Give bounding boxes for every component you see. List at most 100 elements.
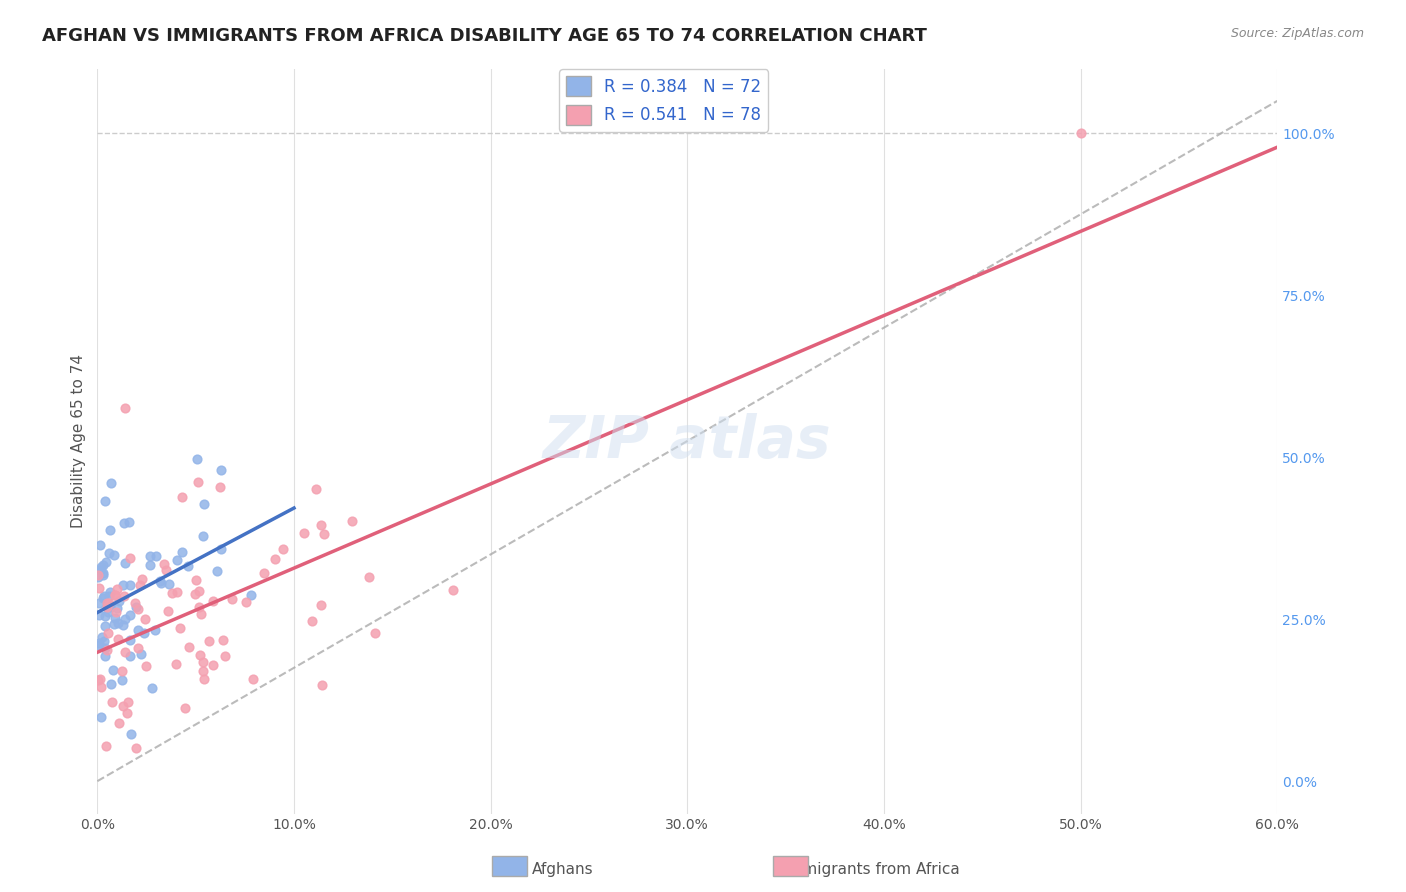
Point: [103, 617, 125, 632]
Point: [96, 600, 118, 615]
Point: [90, 559, 112, 574]
Point: [87, 582, 110, 596]
Point: [101, 695, 124, 709]
Point: [87, 673, 110, 688]
Point: [202, 594, 225, 608]
Point: [124, 596, 146, 610]
Point: [170, 490, 193, 504]
Point: [104, 588, 127, 602]
Point: [107, 616, 129, 631]
Point: [127, 602, 149, 616]
Text: Source: ZipAtlas.com: Source: ZipAtlas.com: [1230, 27, 1364, 40]
Point: [89, 538, 111, 552]
Point: [197, 633, 219, 648]
Point: [311, 677, 333, 691]
Point: [364, 626, 387, 640]
Point: [101, 663, 124, 677]
Point: [1070, 126, 1092, 140]
Point: [305, 482, 328, 496]
Point: [114, 612, 136, 626]
Point: [127, 623, 149, 637]
Point: [165, 657, 187, 672]
Point: [91, 567, 114, 582]
Point: [314, 527, 336, 541]
Point: [214, 649, 236, 664]
Point: [97, 625, 120, 640]
Point: [118, 607, 141, 622]
Point: [112, 516, 135, 530]
Point: [193, 496, 215, 510]
Point: [190, 607, 212, 621]
Point: [221, 591, 243, 606]
Point: [94, 555, 117, 569]
Point: [177, 640, 200, 654]
Point: [94, 618, 117, 632]
Text: Immigrants from Africa: Immigrants from Africa: [783, 863, 960, 877]
Point: [128, 578, 150, 592]
Point: [209, 463, 232, 477]
Point: [132, 626, 155, 640]
Text: AFGHAN VS IMMIGRANTS FROM AFRICA DISABILITY AGE 65 TO 74 CORRELATION CHART: AFGHAN VS IMMIGRANTS FROM AFRICA DISABIL…: [42, 27, 927, 45]
Point: [125, 741, 148, 756]
Point: [141, 681, 163, 695]
Point: [118, 648, 141, 663]
Point: [87, 607, 110, 622]
Point: [166, 552, 188, 566]
Point: [205, 564, 228, 578]
Point: [98, 599, 121, 614]
Point: [145, 549, 167, 563]
Point: [104, 611, 127, 625]
Point: [193, 672, 215, 686]
Point: [117, 695, 139, 709]
Point: [111, 698, 134, 713]
Point: [93, 591, 115, 606]
Point: [97, 590, 120, 604]
Point: [115, 706, 138, 720]
Point: [118, 516, 141, 530]
Point: [188, 599, 211, 614]
Point: [111, 665, 134, 679]
Point: [212, 632, 235, 647]
Point: [301, 614, 323, 628]
Point: [209, 542, 232, 557]
Point: [143, 623, 166, 637]
Point: [96, 596, 118, 610]
Point: [201, 658, 224, 673]
Point: [98, 585, 121, 599]
Point: [114, 645, 136, 659]
Point: [138, 549, 160, 563]
Point: [129, 647, 152, 661]
Point: [125, 600, 148, 615]
Point: [187, 475, 209, 489]
Point: [93, 589, 115, 603]
Point: [105, 605, 128, 619]
Point: [112, 589, 135, 603]
Point: [139, 558, 162, 572]
Point: [174, 701, 197, 715]
Point: [97, 605, 120, 619]
Point: [105, 582, 128, 597]
Point: [193, 664, 215, 678]
Point: [94, 608, 117, 623]
Point: [156, 604, 179, 618]
Point: [242, 672, 264, 686]
Point: [127, 641, 149, 656]
Point: [93, 649, 115, 664]
Point: [89, 635, 111, 649]
Point: [87, 569, 110, 583]
Point: [184, 587, 207, 601]
Point: [98, 545, 121, 559]
Point: [98, 596, 121, 610]
Point: [107, 715, 129, 730]
Point: [96, 642, 118, 657]
Point: [114, 401, 136, 416]
Y-axis label: Disability Age 65 to 74: Disability Age 65 to 74: [72, 354, 86, 528]
Legend: R = 0.384   N = 72, R = 0.541   N = 78: R = 0.384 N = 72, R = 0.541 N = 78: [560, 70, 768, 132]
Point: [107, 632, 129, 646]
Point: [208, 480, 231, 494]
Point: [89, 673, 111, 687]
Point: [292, 526, 315, 541]
Point: [112, 617, 135, 632]
Point: [190, 648, 212, 662]
Point: [94, 493, 117, 508]
